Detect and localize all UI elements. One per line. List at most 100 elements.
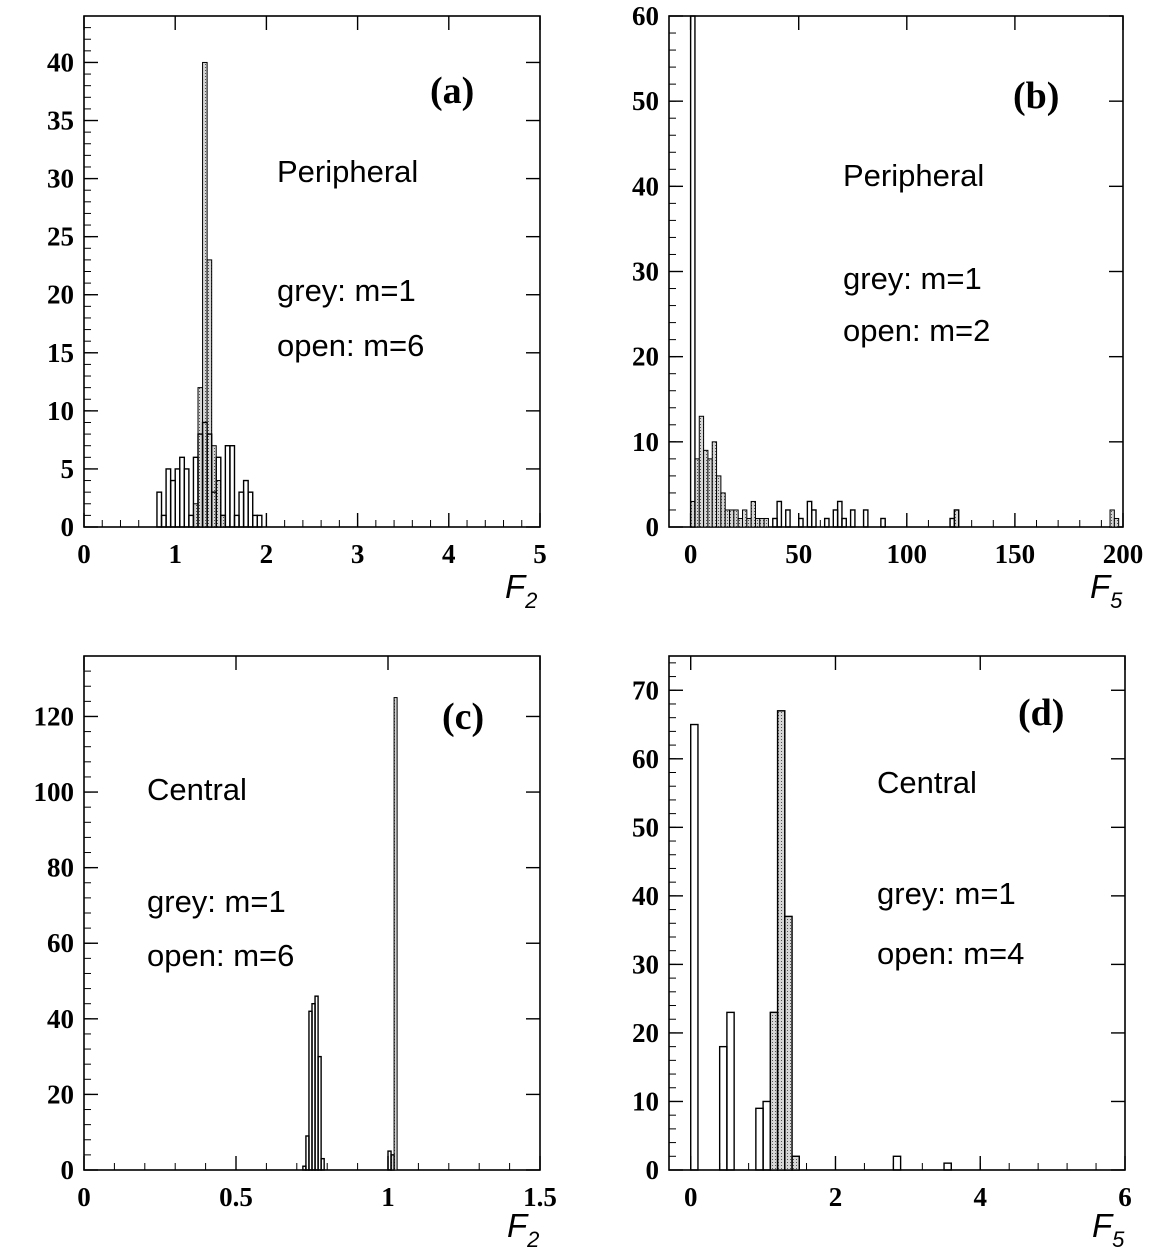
panel-c-annotation-grey: grey: m=1 xyxy=(147,884,286,919)
panel-a-y-tick-label: 35 xyxy=(47,106,74,136)
panel-c-x-axis-title: F2 xyxy=(507,1207,539,1252)
panel-b-bar-grey xyxy=(742,509,748,528)
panel-b-bar-grey xyxy=(724,509,731,528)
panel-b-bar-grey xyxy=(754,517,761,528)
panel-c-bar-grey xyxy=(393,697,398,1171)
panel-d-bar-grey xyxy=(769,1011,779,1171)
panel-b-bar-grey xyxy=(729,509,735,528)
panel-d-y-tick-label: 0 xyxy=(646,1155,660,1185)
panel-a-x-tick-label: 0 xyxy=(77,539,91,569)
panel-b-bar-open xyxy=(689,15,696,528)
panel-b-bar-grey xyxy=(698,415,705,528)
panel-d-x-axis-title: F5 xyxy=(1092,1207,1125,1252)
panel-c-bar-open xyxy=(317,1055,322,1171)
panel-b-bar-grey xyxy=(1113,517,1120,528)
panel-c-x-tick-label: 1.5 xyxy=(523,1182,557,1212)
panel-d-bar-open xyxy=(690,723,699,1171)
panel-d-bar-open xyxy=(762,1100,772,1171)
panel-b-bar-open xyxy=(849,509,856,528)
panel-b-annotation-grey: grey: m=1 xyxy=(843,261,982,296)
panel-b-bar-grey xyxy=(707,458,713,528)
panel-b-bar-grey xyxy=(737,517,744,528)
panel-b-bar-open xyxy=(862,509,869,528)
panel-a-x-tick-label: 4 xyxy=(442,539,456,569)
panel-d-bar-grey xyxy=(777,710,786,1171)
panel-b-bar-grey xyxy=(703,449,709,528)
panel-a-y-tick-label: 30 xyxy=(47,164,74,194)
panel-a-annotation-open: open: m=6 xyxy=(277,328,424,363)
panel-b-y-tick-label: 40 xyxy=(632,171,659,201)
panel-d-y-tick-label: 60 xyxy=(632,744,659,774)
panel-d-y-tick-label: 30 xyxy=(632,949,659,979)
panel-b-bar-open xyxy=(953,509,960,528)
panel-a-y-tick-label: 10 xyxy=(47,396,74,426)
panel-b-letter: (b) xyxy=(1013,75,1059,117)
panel-b-x-tick-label: 200 xyxy=(1103,539,1144,569)
panel-b-bar-open xyxy=(880,517,886,528)
panel-d: (d) Central grey: m=1 open: m=4 F5 01020… xyxy=(632,655,1132,1252)
panel-a-bar-open xyxy=(156,491,163,528)
panel-d-x-tick-label: 4 xyxy=(973,1182,987,1212)
panel-c-y-tick-label: 0 xyxy=(61,1155,75,1185)
panel-b-bar-grey xyxy=(750,500,756,528)
panel-c-x-tick-label: 1 xyxy=(381,1182,395,1212)
panel-b-bar-grey xyxy=(746,517,752,528)
panel-b-y-tick-label: 10 xyxy=(632,427,659,457)
panel-a-x-tick-label: 3 xyxy=(351,539,365,569)
panel-b-bar-open xyxy=(776,500,783,528)
panel-a-annotation-grey: grey: m=1 xyxy=(277,273,416,308)
panel-c-y-tick-label: 40 xyxy=(47,1004,74,1034)
panel-a-y-tick-label: 40 xyxy=(47,47,74,77)
panel-b: (b) Peripheral grey: m=1 open: m=2 F5 0 1… xyxy=(632,1,1143,613)
panel-d-y-tick-label: 10 xyxy=(632,1086,659,1116)
panel-d-annotation-grey: grey: m=1 xyxy=(877,876,1016,911)
panel-c-x-tick-label: 0.5 xyxy=(219,1182,253,1212)
panel-b-y-tick-label: 60 xyxy=(632,1,659,31)
panel-a-annotation-region: Peripheral xyxy=(277,154,418,189)
panel-d-bar-open xyxy=(791,1155,800,1171)
panel-b-y-tick-label: 20 xyxy=(632,342,659,372)
panel-d-bar-open xyxy=(784,915,793,1171)
panel-c-y-tick-label: 100 xyxy=(34,777,75,807)
panel-b-x-axis-title: F5 xyxy=(1090,568,1123,613)
panel-a-y-tick-label: 0 xyxy=(61,512,75,542)
panel-b-bar-open xyxy=(798,517,804,528)
panel-c-annotation-region: Central xyxy=(147,772,247,807)
panel-d-x-tick-label: 6 xyxy=(1118,1182,1132,1212)
panel-d-bar-grey xyxy=(784,915,793,1171)
panel-d-x-tick-label: 2 xyxy=(829,1182,843,1212)
panel-d-x-tick-label: 0 xyxy=(684,1182,698,1212)
panel-b-annotation-open: open: m=2 xyxy=(843,313,990,348)
panel-d-y-tick-label: 70 xyxy=(632,675,659,705)
panel-d-bar-grey xyxy=(791,1155,800,1171)
panel-b-bar-grey xyxy=(763,517,769,528)
panel-a-bar-open xyxy=(215,456,222,528)
panel-b-x-tick-label: 100 xyxy=(887,539,928,569)
panel-a-x-tick-label: 5 xyxy=(533,539,547,569)
panel-b-y-tick-label: 50 xyxy=(632,86,659,116)
panel-c-letter: (c) xyxy=(442,696,484,738)
panel-c: (c) Central grey: m=1 open: m=6 F2 0 20 40… xyxy=(34,655,557,1252)
panel-d-annotation-open: open: m=4 xyxy=(877,936,1024,971)
panel-d-y-tick-label: 20 xyxy=(632,1018,659,1048)
panel-b-bar-grey xyxy=(1109,509,1115,528)
panel-b-bar-open xyxy=(785,509,791,528)
panel-b-bar-grey xyxy=(759,517,765,528)
panel-a-y-tick-label: 20 xyxy=(47,280,74,310)
panel-c-y-tick-label: 60 xyxy=(47,928,74,958)
panel-b-bar-open xyxy=(810,509,817,528)
panel-a-x-tick-label: 1 xyxy=(168,539,182,569)
panel-a-y-tick-label: 15 xyxy=(47,338,74,368)
panel-a-x-axis-title: F2 xyxy=(505,568,537,613)
panel-a-bar-open xyxy=(206,433,213,528)
panel-c-y-tick-label: 20 xyxy=(47,1079,74,1109)
panel-d-bar-open xyxy=(943,1162,952,1171)
panel-b-bar-grey xyxy=(733,509,739,528)
panel-c-x-tick-label: 0 xyxy=(77,1182,91,1212)
panel-b-y-tick-label: 0 xyxy=(646,512,660,542)
panel-b-bar-open xyxy=(841,517,847,528)
panel-b-annotation-region: Peripheral xyxy=(843,158,984,193)
panel-d-y-tick-label: 50 xyxy=(632,812,659,842)
panel-c-bar-open xyxy=(320,1157,325,1171)
